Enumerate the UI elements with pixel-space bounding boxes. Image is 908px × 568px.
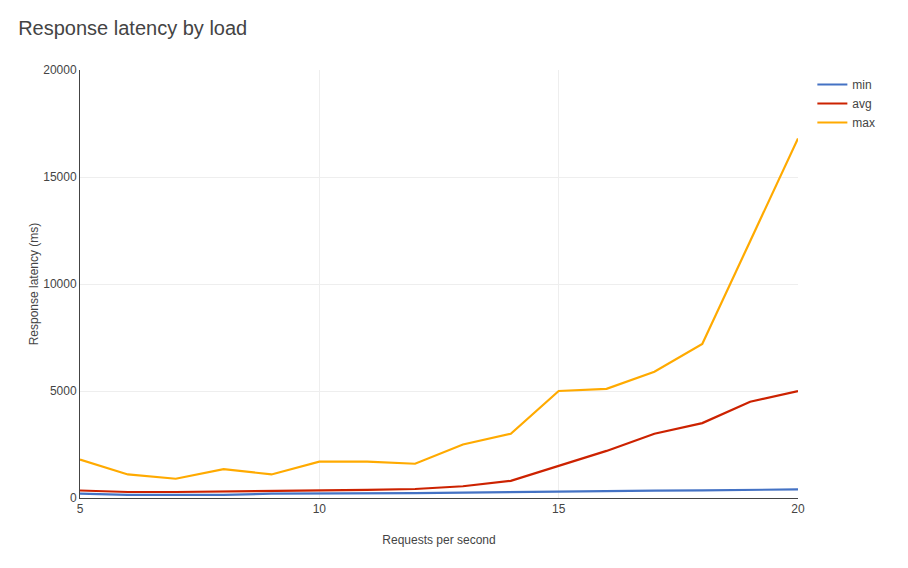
svg-text:avg: avg [852,97,871,111]
svg-text:Response latency by load: Response latency by load [18,17,247,39]
svg-text:10: 10 [313,502,327,516]
svg-text:5: 5 [77,502,84,516]
svg-text:20: 20 [791,502,805,516]
svg-text:15000: 15000 [43,170,77,184]
svg-text:Requests per second: Requests per second [382,533,495,547]
svg-text:5000: 5000 [50,384,77,398]
svg-text:Response latency (ms): Response latency (ms) [27,223,41,346]
svg-text:10000: 10000 [43,277,77,291]
svg-text:max: max [852,116,875,130]
svg-text:15: 15 [552,502,566,516]
svg-text:0: 0 [70,491,77,505]
svg-text:min: min [852,78,871,92]
svg-text:20000: 20000 [43,63,77,77]
